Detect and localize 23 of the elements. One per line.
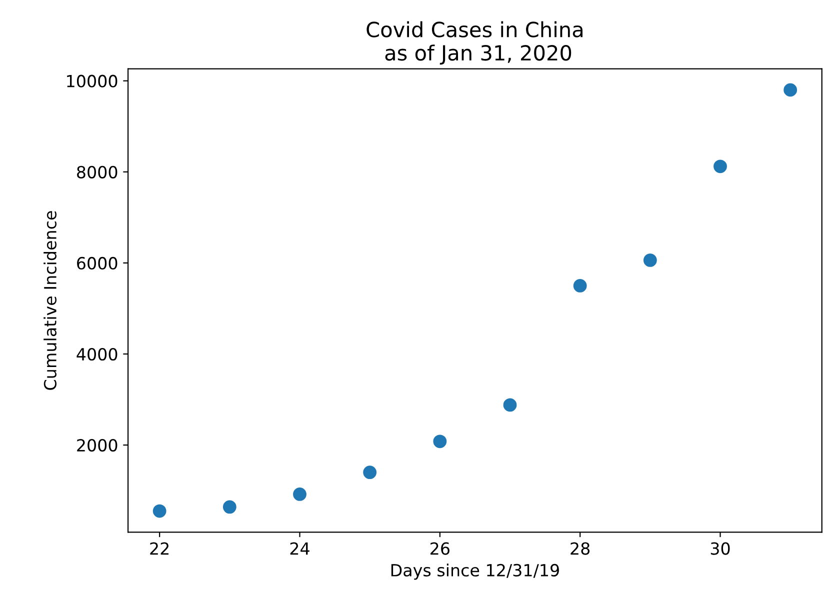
y-tick-label: 6000 [77,256,118,270]
x-tick-label: 24 [290,542,310,555]
x-tick-label: 30 [710,542,730,555]
point [222,500,236,514]
chart-title: Covid Cases in China as of Jan 31, 2020 [366,21,582,65]
point [363,466,377,480]
point [293,487,306,501]
point [643,253,657,267]
y-tick-label: 10000 [67,74,118,88]
x-tick-label: 28 [570,542,590,555]
y-tick-label: 8000 [77,166,118,178]
x-tick-label: 22 [150,542,169,555]
x-axis-title: Days since 12/31/19 [391,564,559,580]
point [503,398,517,412]
x-tick-label: 26 [430,542,450,555]
y-tick-label: 4000 [76,348,118,361]
point [714,160,727,174]
point [433,434,447,448]
point [784,83,798,97]
point [152,504,166,518]
y-tick-label: 2000 [77,439,118,452]
point [573,278,587,292]
y-axis-title: Cumulative Incidence [44,211,56,390]
